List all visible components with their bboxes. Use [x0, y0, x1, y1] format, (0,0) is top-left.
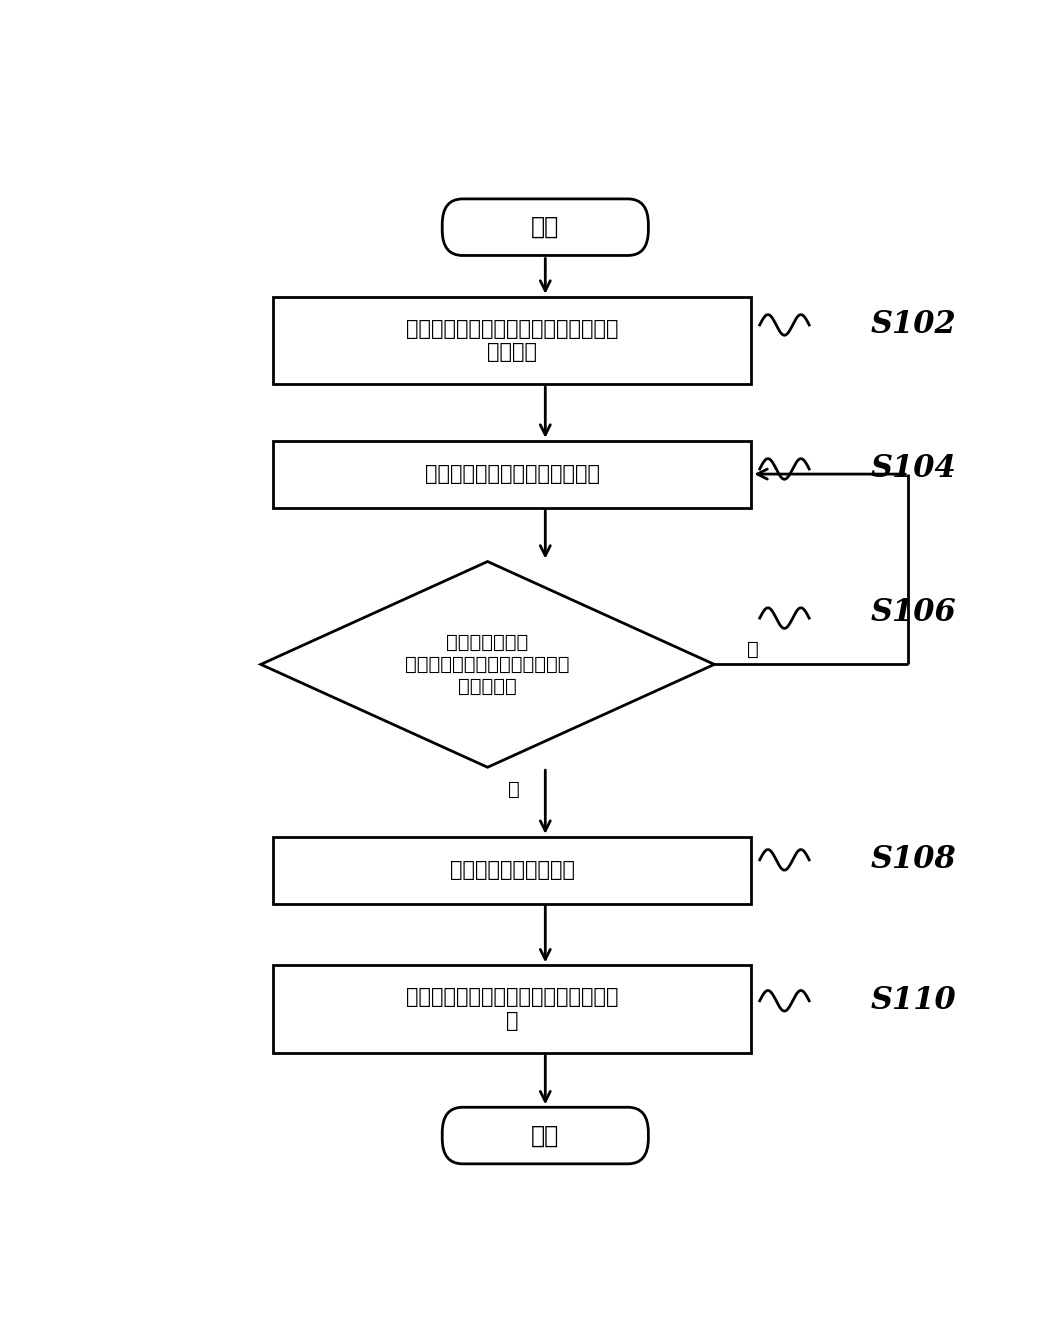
FancyBboxPatch shape [443, 199, 648, 255]
Text: 是: 是 [509, 780, 520, 799]
Text: 计算第一速度与第二速度的差值: 计算第一速度与第二速度的差值 [425, 464, 600, 484]
Text: S110: S110 [871, 985, 957, 1017]
Text: 获取第一车轮的第一速度和第二车轮的
第二速度: 获取第一车轮的第一速度和第二车轮的 第二速度 [406, 319, 618, 362]
Text: 开始: 开始 [531, 215, 560, 239]
Text: 判断第一速度与
第二速度的差值的绝对值是否大
于预设阈值: 判断第一速度与 第二速度的差值的绝对值是否大 于预设阈值 [405, 633, 570, 696]
Text: S104: S104 [871, 453, 957, 485]
Bar [273, 297, 751, 383]
Bar [273, 836, 751, 903]
Text: S106: S106 [871, 597, 957, 628]
Text: S102: S102 [871, 310, 957, 341]
Text: 根据转向灯的工作状态，控制转向灯开
启: 根据转向灯的工作状态，控制转向灯开 启 [406, 987, 618, 1030]
Text: 结束: 结束 [531, 1124, 560, 1148]
Bar [273, 441, 751, 508]
Bar [273, 966, 751, 1053]
Text: 获取转向灯的工作状态: 获取转向灯的工作状态 [450, 860, 575, 880]
Text: S108: S108 [871, 844, 957, 875]
Text: 否: 否 [747, 640, 759, 659]
Polygon shape [261, 561, 714, 767]
FancyBboxPatch shape [443, 1108, 648, 1164]
